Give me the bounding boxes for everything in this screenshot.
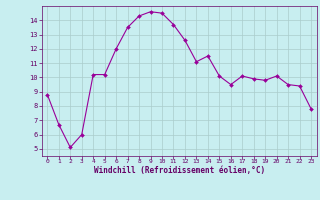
- X-axis label: Windchill (Refroidissement éolien,°C): Windchill (Refroidissement éolien,°C): [94, 166, 265, 175]
